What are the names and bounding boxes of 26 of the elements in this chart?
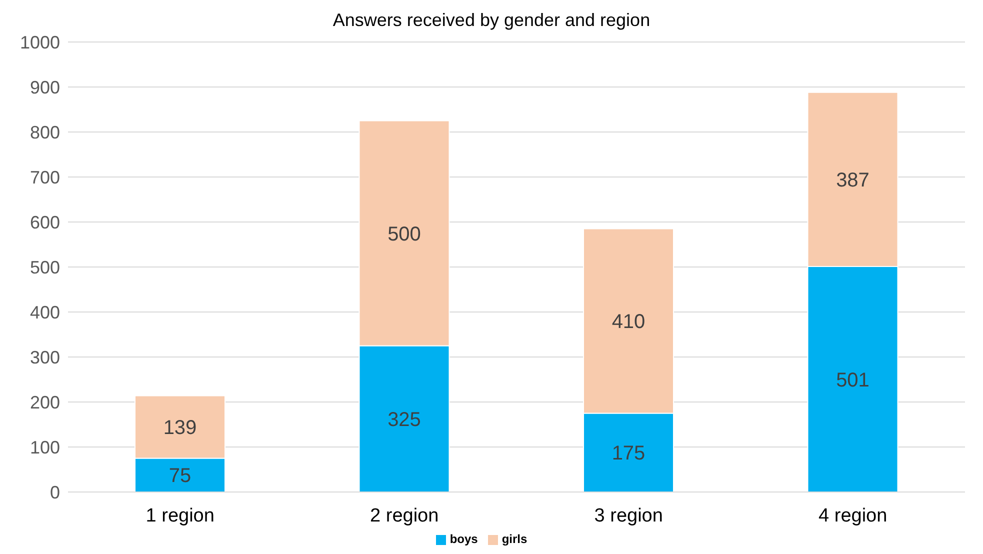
y-tick-label: 0 <box>50 482 60 502</box>
data-label: 501 <box>836 369 870 392</box>
y-tick-label: 300 <box>30 347 60 368</box>
y-tick-label: 200 <box>30 392 60 412</box>
x-tick-label: 2 region <box>370 505 439 526</box>
y-tick-label: 100 <box>30 437 60 458</box>
x-tick-label: 1 region <box>146 505 214 526</box>
legend-label: boys <box>450 532 478 546</box>
data-label: 325 <box>388 408 421 431</box>
data-label: 387 <box>836 170 870 192</box>
x-tick-label: 3 region <box>594 505 663 526</box>
y-tick-label: 400 <box>30 302 60 322</box>
y-tick-label: 500 <box>30 257 60 278</box>
data-label: 175 <box>612 442 646 465</box>
data-label: 139 <box>163 417 197 440</box>
data-label: 500 <box>388 223 421 246</box>
y-tick-label: 700 <box>30 167 60 188</box>
y-tick-label: 600 <box>30 212 60 232</box>
y-tick-label: 900 <box>30 77 60 98</box>
legend-label: girls <box>502 532 528 546</box>
y-tick-label: 1000 <box>20 32 60 52</box>
y-tick-label: 800 <box>30 122 60 142</box>
chart-title: Answers received by gender and region <box>332 9 652 32</box>
data-label: 75 <box>168 465 192 488</box>
x-tick-label: 4 region <box>818 505 888 526</box>
data-label: 410 <box>612 311 646 334</box>
